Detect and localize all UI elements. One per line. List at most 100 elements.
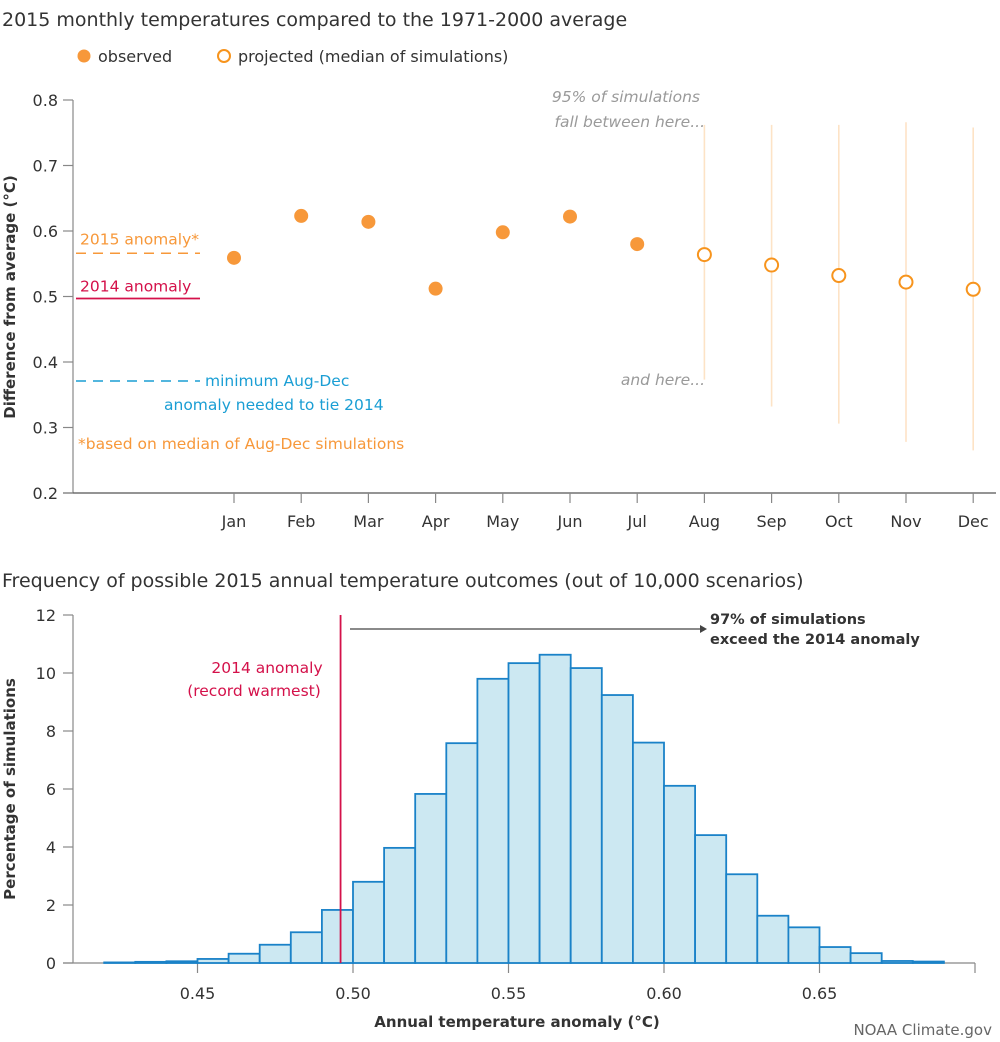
histogram-bar — [507, 662, 541, 964]
histogram-bar — [165, 960, 199, 964]
observed-point-may — [495, 225, 510, 240]
y-tick-label: 0.2 — [33, 484, 58, 503]
histogram-bar — [103, 961, 137, 964]
reference-label-min-needed: minimum Aug-Dec — [205, 372, 349, 390]
histogram-bar — [414, 793, 448, 964]
observed-point-jul — [630, 237, 645, 252]
projected-point-nov — [898, 274, 914, 290]
histogram-bar — [818, 946, 852, 964]
histogram-bar — [756, 914, 790, 964]
range-annotation-bottom: and here... — [621, 371, 705, 389]
hist-y-tick-label: 10 — [36, 664, 56, 683]
y-tick-label: 0.8 — [33, 91, 58, 110]
hist-x-tick-label: 0.50 — [335, 984, 371, 1003]
data-points — [227, 208, 981, 297]
observed-point-feb — [294, 208, 309, 223]
projected-point-dec — [965, 281, 981, 297]
hist-x-tick-label: 0.45 — [180, 984, 216, 1003]
x-tick-label: Apr — [422, 512, 450, 531]
hist-y-ticks: 0 2 4 6 8 10 12 — [36, 606, 73, 973]
histogram-bar — [787, 926, 821, 964]
observed-point-jun — [563, 209, 577, 224]
projection-ranges — [703, 122, 975, 451]
hist-x-tick-label: 0.60 — [646, 984, 682, 1003]
histogram-bar — [694, 834, 728, 964]
legend-observed-marker — [77, 49, 91, 63]
hist-y-tick-label: 12 — [36, 606, 56, 625]
exceed-arrow-head-icon — [700, 625, 707, 633]
projected-point-oct — [831, 268, 847, 284]
histogram-bar — [632, 741, 665, 964]
hist-x-ticks: 0.45 0.50 0.55 0.60 0.65 — [180, 963, 838, 1003]
hist-y-tick-label: 0 — [46, 954, 56, 973]
reference-label-min-needed-line2: anomaly needed to tie 2014 — [164, 396, 384, 414]
legend: observed projected (median of simulation… — [77, 47, 508, 66]
x-tick-label: Jan — [221, 512, 247, 531]
legend-observed-label: observed — [98, 47, 172, 66]
x-tick-label: Feb — [287, 512, 315, 531]
reference-label-2014-anomaly: 2014 anomaly — [80, 277, 191, 295]
x-tick-label: May — [486, 512, 519, 531]
hist-y-tick-label: 4 — [46, 838, 56, 857]
histogram-bar — [227, 952, 261, 964]
range-annotation-top-line2: fall between here... — [555, 113, 706, 131]
y-axis-title: Difference from average (°C) — [1, 175, 19, 418]
histogram-bar — [320, 909, 354, 964]
projected-point-sep — [764, 257, 780, 273]
hist-x-tick-label: 0.65 — [802, 984, 838, 1003]
histogram-bar — [383, 846, 417, 964]
observed-point-mar — [361, 214, 376, 229]
histogram-bar — [258, 943, 292, 964]
x-tick-label: Dec — [958, 512, 989, 531]
credit: NOAA Climate.gov — [853, 1021, 992, 1039]
hist-y-tick-label: 2 — [46, 896, 56, 915]
hist-reference-label-line1: 2014 anomaly — [211, 659, 322, 677]
histogram-chart: Frequency of possible 2015 annual temper… — [1, 570, 992, 1039]
hist-x-tick-label: 0.55 — [491, 984, 527, 1003]
exceed-annotation-line1: 97% of simulations — [710, 612, 866, 628]
hist-y-tick-label: 6 — [46, 780, 56, 799]
x-tick-label: Jun — [557, 512, 583, 531]
histogram-bar — [196, 958, 230, 964]
x-tick-label: Aug — [689, 512, 720, 531]
y-tick-label: 0.6 — [33, 222, 58, 241]
x-tick-label: Mar — [353, 512, 384, 531]
y-tick-label: 0.3 — [33, 419, 58, 438]
monthly-chart-title: 2015 monthly temperatures compared to th… — [2, 9, 627, 31]
histogram-title: Frequency of possible 2015 annual temper… — [2, 570, 803, 592]
histogram-bar — [569, 667, 603, 964]
histogram-bar — [911, 960, 945, 964]
x-tick-label: Sep — [757, 512, 787, 531]
histogram-bars — [103, 653, 945, 964]
histogram-bar — [880, 960, 914, 964]
range-annotation-top-line1: 95% of simulations — [552, 88, 700, 106]
x-tick-label: Jul — [627, 512, 647, 531]
histogram-bar — [352, 880, 386, 964]
y-tick-label: 0.7 — [33, 157, 58, 176]
hist-y-tick-label: 8 — [46, 722, 56, 741]
y-tick-label: 0.4 — [33, 353, 58, 372]
exceed-annotation-line2: exceed the 2014 anomaly — [710, 632, 920, 648]
hist-x-axis-title: Annual temperature anomaly (°C) — [374, 1013, 659, 1031]
histogram-bar — [476, 677, 510, 964]
x-tick-label: Oct — [825, 512, 853, 531]
x-ticks: Jan Feb Mar Apr May Jun Jul Aug Sep Oct Nov Dec — [221, 493, 989, 531]
observed-point-apr — [428, 281, 443, 296]
histogram-bar — [663, 784, 697, 964]
histogram-bar — [134, 960, 168, 964]
projected-point-aug — [696, 247, 712, 263]
y-ticks: 0.2 0.3 0.4 0.5 0.6 0.7 0.8 — [33, 91, 73, 503]
legend-projected-marker — [217, 49, 231, 63]
hist-reference-label-line2: (record warmest) — [187, 682, 321, 700]
hist-y-axis-title: Percentage of simulations — [1, 678, 19, 900]
legend-projected-label: projected (median of simulations) — [238, 47, 508, 66]
histogram-bar — [289, 931, 323, 964]
footnote: *based on median of Aug-Dec simulations — [78, 435, 404, 453]
observed-point-jan — [227, 250, 241, 265]
monthly-chart: 2015 monthly temperatures compared to th… — [1, 9, 996, 531]
reference-label-2015-anomaly: 2015 anomaly* — [80, 230, 199, 248]
histogram-bar — [725, 873, 759, 964]
x-tick-label: Nov — [890, 512, 921, 531]
histogram-bar — [600, 694, 634, 964]
